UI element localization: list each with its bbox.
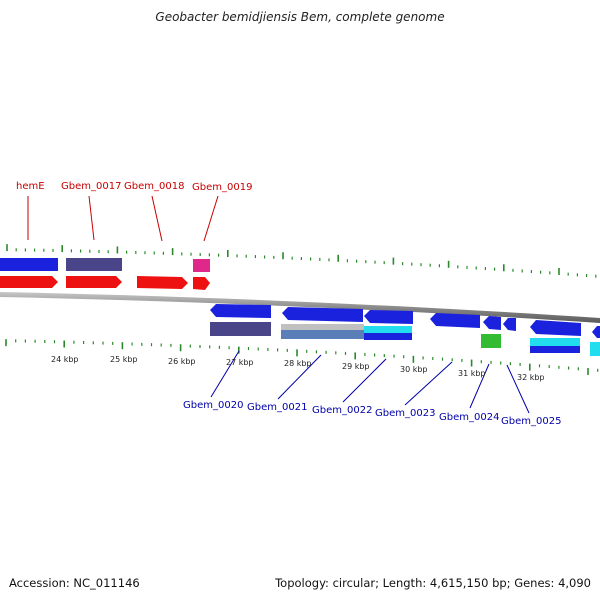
tick-label-25kbp: 25 kbp <box>110 355 138 364</box>
tick-label-27kbp: 27 kbp <box>226 358 254 367</box>
feature-red-0019[interactable] <box>193 277 210 290</box>
feature-blue-edge[interactable] <box>592 326 600 338</box>
tick-label-29kbp: 29 kbp <box>342 362 370 371</box>
label-gbem-0022[interactable]: Gbem_0022 <box>312 405 372 416</box>
tick-label-24kbp: 24 kbp <box>51 355 79 364</box>
feature-grey-0021[interactable] <box>281 324 364 330</box>
label-hemE[interactable]: hemE <box>16 181 45 192</box>
feature-steel-0021[interactable] <box>281 330 364 339</box>
kbp-scale-labels: 24 kbp 25 kbp 26 kbp 27 kbp 28 kbp 29 kb… <box>51 355 545 382</box>
feature-blue-0022b[interactable] <box>364 333 412 340</box>
top-label-group: hemE Gbem_0017 Gbem_0018 Gbem_0019 <box>16 181 252 242</box>
tick-label-30kbp: 30 kbp <box>400 365 428 374</box>
feature-cyan-edge[interactable] <box>590 342 600 356</box>
feature-blue-next-b[interactable] <box>530 346 580 353</box>
feature-green-0024[interactable] <box>481 334 501 348</box>
feature-purple-0017[interactable] <box>66 258 122 271</box>
feature-blue-0023[interactable] <box>430 313 480 328</box>
topology-text: Topology: circular; Length: 4,615,150 bp… <box>275 576 591 590</box>
feature-red-0018[interactable] <box>137 276 188 289</box>
tick-label-28kbp: 28 kbp <box>284 359 312 368</box>
bottom-feature-track <box>210 304 600 356</box>
feature-cyan-next[interactable] <box>530 338 580 346</box>
inner-tick-track <box>5 339 599 376</box>
label-gbem-0018[interactable]: Gbem_0018 <box>124 181 184 192</box>
feature-cyan-0022[interactable] <box>364 326 412 333</box>
label-gbem-0024[interactable]: Gbem_0024 <box>439 412 499 423</box>
feature-blue-0024[interactable] <box>483 316 501 330</box>
label-gbem-0023[interactable]: Gbem_0023 <box>375 408 435 419</box>
feature-blue-0020[interactable] <box>210 304 271 318</box>
feature-purple-0020[interactable] <box>210 322 271 336</box>
genome-backbone <box>0 292 600 323</box>
label-gbem-0019[interactable]: Gbem_0019 <box>192 182 252 193</box>
feature-blue-0025[interactable] <box>503 318 516 331</box>
tick-label-32kbp: 32 kbp <box>517 373 545 382</box>
tick-label-26kbp: 26 kbp <box>168 357 196 366</box>
feature-blue-next[interactable] <box>530 320 581 336</box>
label-gbem-0025[interactable]: Gbem_0025 <box>501 416 561 427</box>
label-gbem-0021[interactable]: Gbem_0021 <box>247 402 307 413</box>
feature-blue-0021[interactable] <box>282 307 363 322</box>
top-feature-track <box>0 258 210 290</box>
genome-title: Geobacter bemidjiensis Bem, complete gen… <box>155 10 445 24</box>
label-gbem-0020[interactable]: Gbem_0020 <box>183 400 243 411</box>
feature-blue-0022[interactable] <box>364 310 413 324</box>
feature-magenta-0019[interactable] <box>193 259 210 272</box>
accession-text: Accession: NC_011146 <box>9 576 140 590</box>
tick-label-31kbp: 31 kbp <box>458 369 486 378</box>
feature-red-hemE[interactable] <box>0 276 58 288</box>
feature-red-0017[interactable] <box>66 276 122 288</box>
label-gbem-0017[interactable]: Gbem_0017 <box>61 181 121 192</box>
outer-tick-track <box>6 244 597 278</box>
feature-blue-hemE[interactable] <box>0 258 58 271</box>
bottom-label-group: Gbem_0020 Gbem_0021 Gbem_0022 Gbem_0023 … <box>183 350 561 427</box>
